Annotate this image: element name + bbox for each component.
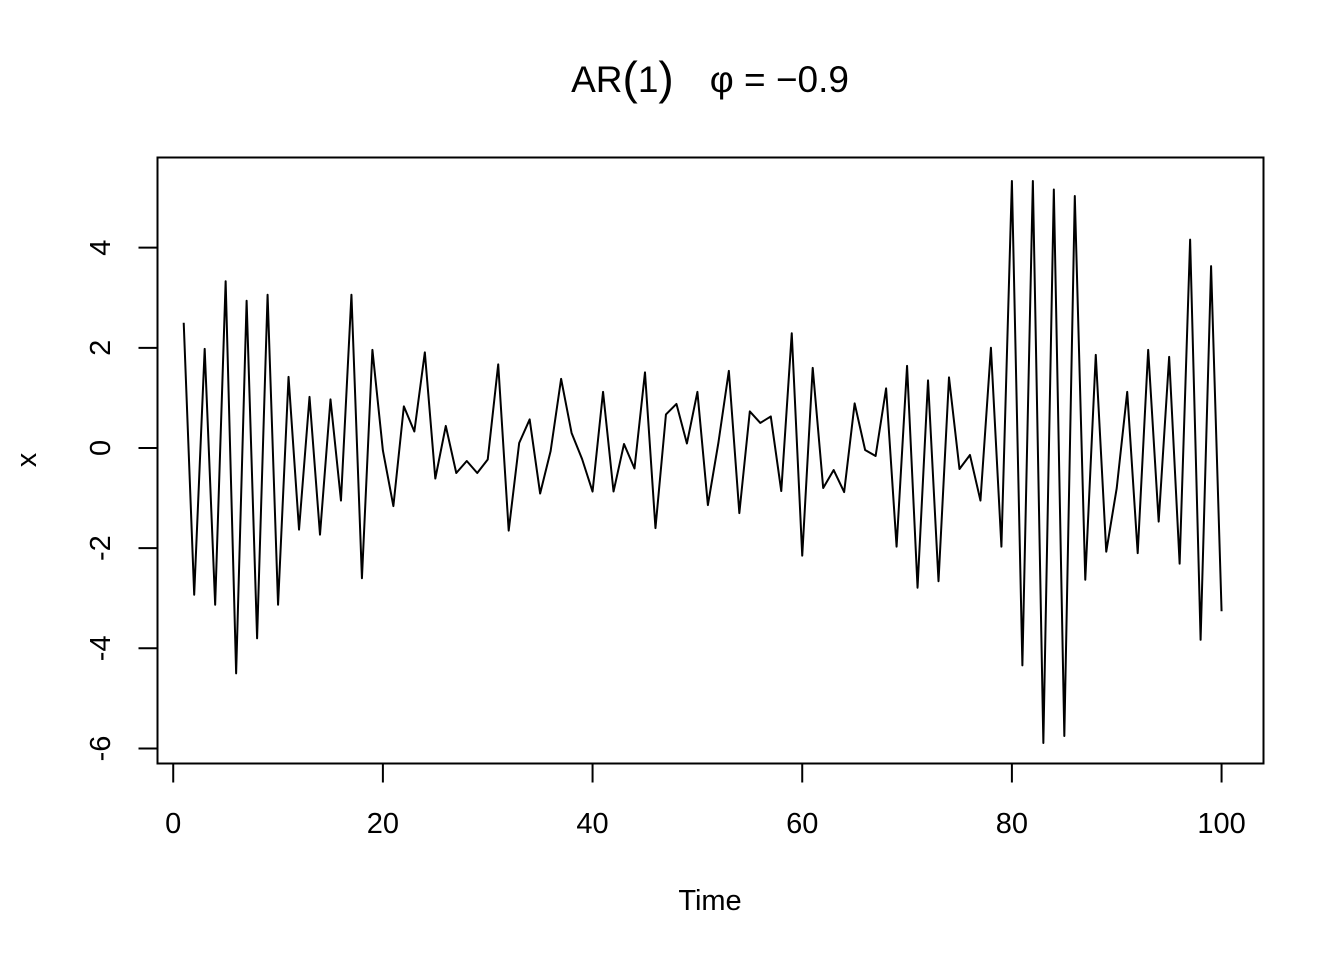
y-axis: -6 -4 -2 0 2 4 <box>85 240 158 762</box>
title-left-paren: ( <box>622 52 638 104</box>
y-tick-label: -6 <box>85 736 117 762</box>
x-axis-title: Time <box>678 885 741 917</box>
title-ar: AR <box>571 59 622 100</box>
x-tick-label: 60 <box>786 808 818 840</box>
y-tick-label: 0 <box>85 440 117 456</box>
y-tick-label: -4 <box>85 635 117 661</box>
series-line <box>182 180 1223 744</box>
title-right-paren: ) <box>658 52 673 104</box>
title-order: 1 <box>638 59 659 100</box>
y-tick-label: -2 <box>85 535 117 561</box>
x-tick-label: 80 <box>996 808 1028 840</box>
plot-frame <box>156 156 1265 765</box>
title-phi: φ = −0.9 <box>710 59 849 100</box>
y-axis-title: x <box>11 452 43 467</box>
x-axis: 0 20 40 60 80 100 <box>165 762 1246 840</box>
x-tick-label: 100 <box>1197 808 1245 840</box>
x-tick-label: 0 <box>165 808 181 840</box>
y-tick-label: 2 <box>85 340 117 356</box>
x-tick-label: 40 <box>576 808 608 840</box>
chart-title: AR(1) φ = −0.9 <box>571 52 849 104</box>
x-tick-label: 20 <box>367 808 399 840</box>
y-tick-label: 4 <box>85 240 117 256</box>
